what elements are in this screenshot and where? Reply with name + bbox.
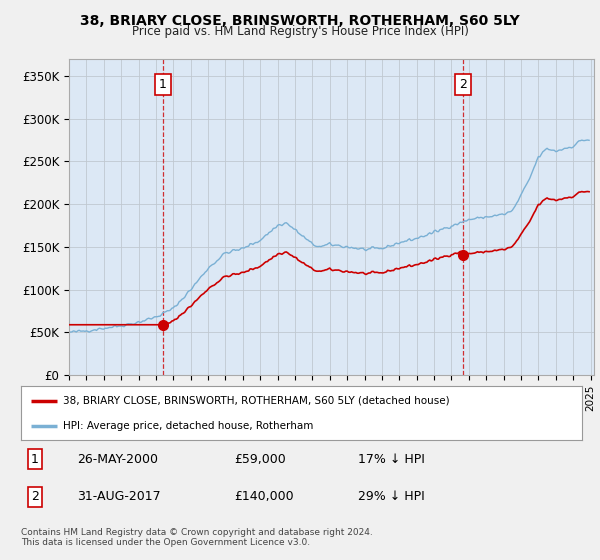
Text: 29% ↓ HPI: 29% ↓ HPI [358, 491, 424, 503]
Text: 1: 1 [31, 452, 39, 465]
Text: HPI: Average price, detached house, Rotherham: HPI: Average price, detached house, Roth… [63, 421, 313, 431]
Text: 26-MAY-2000: 26-MAY-2000 [77, 452, 158, 465]
Text: £59,000: £59,000 [234, 452, 286, 465]
Text: 38, BRIARY CLOSE, BRINSWORTH, ROTHERHAM, S60 5LY: 38, BRIARY CLOSE, BRINSWORTH, ROTHERHAM,… [80, 14, 520, 28]
Text: 38, BRIARY CLOSE, BRINSWORTH, ROTHERHAM, S60 5LY (detached house): 38, BRIARY CLOSE, BRINSWORTH, ROTHERHAM,… [63, 396, 450, 406]
Text: 2: 2 [31, 491, 39, 503]
Text: 31-AUG-2017: 31-AUG-2017 [77, 491, 161, 503]
Text: Contains HM Land Registry data © Crown copyright and database right 2024.
This d: Contains HM Land Registry data © Crown c… [21, 528, 373, 547]
Text: Price paid vs. HM Land Registry's House Price Index (HPI): Price paid vs. HM Land Registry's House … [131, 25, 469, 38]
Text: £140,000: £140,000 [234, 491, 294, 503]
Text: 2: 2 [459, 78, 467, 91]
Text: 1: 1 [159, 78, 167, 91]
Text: 17% ↓ HPI: 17% ↓ HPI [358, 452, 424, 465]
